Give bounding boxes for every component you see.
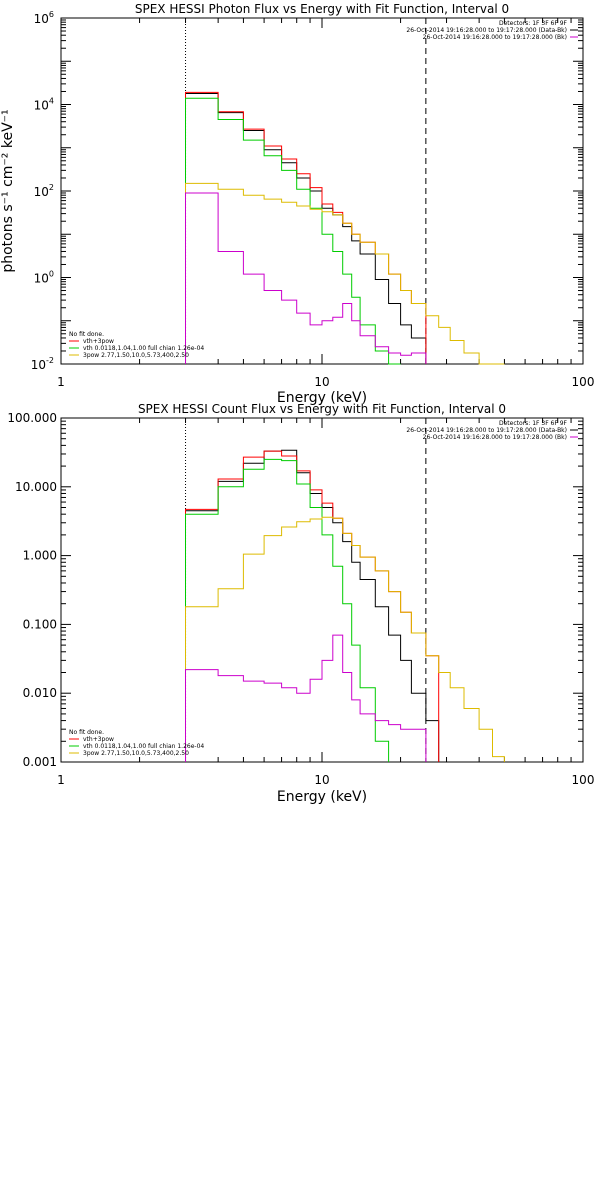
x-tick-label: 1: [57, 773, 65, 787]
legend-fit-line: vth+3pow: [83, 338, 114, 345]
series-line-4: [185, 516, 505, 762]
y-tick-label: 0.001: [23, 755, 57, 769]
y-tick-exponent: 0: [49, 270, 54, 279]
y-tick-label: 102: [34, 183, 54, 199]
y-tick-label: 106: [34, 10, 54, 26]
y-tick-base: 10: [31, 358, 46, 372]
y-tick-label: 10.000: [15, 480, 57, 494]
legend-fit-line: vth 0.0118,1.04,1.00 full chian 1.26e-04: [83, 345, 204, 352]
x-tick-label: 1: [57, 375, 65, 389]
series-line-4: [185, 182, 505, 365]
y-tick-base: 10: [34, 12, 49, 26]
y-tick-exponent: 2: [49, 183, 54, 192]
series-line-5: [185, 634, 427, 762]
series-line-3: [185, 97, 401, 365]
legend-fit-line: No fit done.: [69, 331, 104, 338]
series-line-1: [185, 449, 440, 762]
legend-fit-line: vth+3pow: [83, 736, 114, 743]
y-tick-base: 10: [34, 272, 49, 286]
y-tick-exponent: -2: [46, 356, 54, 365]
legend-header-line: 26-Oct-2014 19:16:28.000 to 19:17:28.000…: [423, 434, 567, 441]
legend-header-line: 26-Oct-2014 19:16:28.000 to 19:17:28.000…: [406, 427, 567, 434]
series-line-3: [185, 458, 390, 762]
x-tick-label: 100: [572, 773, 595, 787]
y-tick-label: 0.010: [23, 686, 57, 700]
legend-header-line: Detectors: 1F 3F 6F 9F: [499, 420, 568, 427]
x-axis-label: Energy (keV): [277, 390, 367, 406]
series-line-5: [185, 192, 427, 364]
legend-fit-line: vth 0.0118,1.04,1.00 full chian 1.26e-04: [83, 743, 204, 750]
legend-fit-line: 3pow 2.77,1.50,10.0,5.73,400,2.50: [83, 352, 189, 359]
series-line-1: [185, 93, 427, 364]
x-tick-label: 100: [572, 375, 595, 389]
y-tick-base: 10: [34, 185, 49, 199]
x-tick-label: 10: [314, 773, 329, 787]
y-tick-base: 10: [34, 99, 49, 113]
y-tick-label: 100: [34, 270, 54, 286]
legend-fit-line: No fit done.: [69, 729, 104, 736]
y-tick-exponent: 4: [49, 97, 54, 106]
x-axis-label: Energy (keV): [277, 789, 367, 805]
y-axis-label: photons s⁻¹ cm⁻² keV⁻¹: [0, 109, 16, 272]
chart-2: 1 10 100 0.001 0.010 0.100 1.000 10.000 100.000 S…: [7, 402, 594, 805]
legend-header-line: Detectors: 1F 3F 6F 9F: [499, 20, 568, 27]
legend-fit-line: 3pow 2.77,1.50,10.0,5.73,400,2.50: [83, 750, 189, 757]
y-tick-label: 1.000: [23, 549, 57, 563]
x-tick-label: 10: [314, 375, 329, 389]
y-tick-label: 104: [34, 97, 54, 113]
y-tick-label: 0.100: [23, 617, 57, 631]
plot-frame: [60, 417, 584, 763]
series-line-2: [185, 91, 427, 364]
y-tick-label: 10-2: [31, 356, 54, 372]
y-tick-exponent: 6: [49, 10, 54, 19]
legend-header-line: 26-Oct-2014 19:16:28.000 to 19:17:28.000…: [406, 27, 567, 34]
y-tick-label: 100.000: [7, 411, 57, 425]
chart-title: SPEX HESSI Photon Flux vs Energy with Fi…: [135, 2, 509, 16]
chart-title: SPEX HESSI Count Flux vs Energy with Fit…: [138, 402, 506, 416]
legend-header-line: 26-Oct-2014 19:16:28.000 to 19:17:28.000…: [423, 34, 567, 41]
